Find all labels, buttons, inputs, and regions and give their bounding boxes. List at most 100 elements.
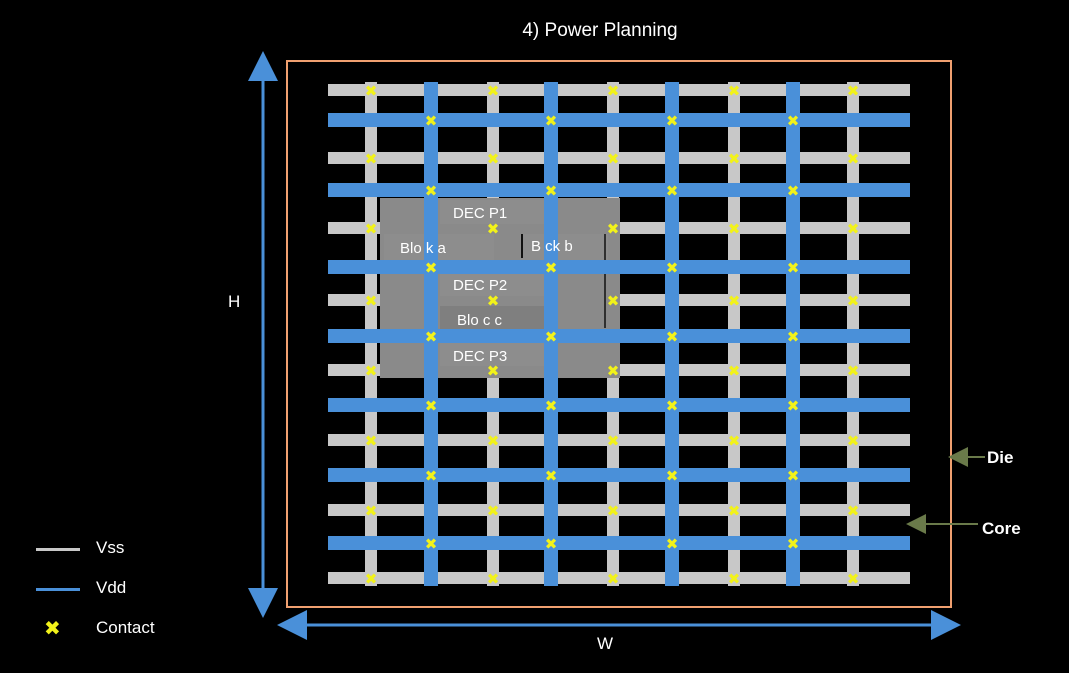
decap3-box xyxy=(440,342,546,366)
contact-marker: ✖ xyxy=(545,259,558,277)
contact-marker: ✖ xyxy=(425,259,438,277)
contact-legend-label: Contact xyxy=(96,618,155,637)
contact-marker: ✖ xyxy=(365,150,378,168)
contact-marker: ✖ xyxy=(365,502,378,520)
contact-marker: ✖ xyxy=(607,362,620,380)
die-label: Die xyxy=(987,448,1014,467)
core-label: Core xyxy=(982,519,1021,538)
contact-marker: ✖ xyxy=(728,570,741,588)
contact-marker: ✖ xyxy=(545,112,558,130)
contact-marker: ✖ xyxy=(666,467,679,485)
contact-marker: ✖ xyxy=(487,570,500,588)
contact-marker: ✖ xyxy=(847,82,860,100)
height-label: H xyxy=(228,292,241,311)
contact-marker: ✖ xyxy=(607,432,620,450)
vdd-rail xyxy=(328,329,910,343)
contact-marker: ✖ xyxy=(425,112,438,130)
contact-marker: ✖ xyxy=(487,502,500,520)
contact-marker: ✖ xyxy=(666,397,679,415)
block-a-label: Blo k a xyxy=(400,240,447,257)
vdd-vertical-stripes xyxy=(424,82,800,586)
contact-marker: ✖ xyxy=(487,82,500,100)
contact-marker: ✖ xyxy=(787,259,800,277)
contact-marker: ✖ xyxy=(787,467,800,485)
block-b-box xyxy=(520,234,608,260)
vdd-legend-label: Vdd xyxy=(96,578,127,597)
vdd-stripe xyxy=(665,82,679,586)
legend-contact: ✖ Contact xyxy=(36,616,196,642)
contact-marker: ✖ xyxy=(728,82,741,100)
contact-marker: ✖ xyxy=(847,220,860,238)
contact-marker: ✖ xyxy=(487,432,500,450)
contact-marker: ✖ xyxy=(847,292,860,310)
contact-marker: ✖ xyxy=(847,432,860,450)
vdd-stripe xyxy=(786,82,800,586)
vdd-horizontal-rails xyxy=(328,113,910,550)
contact-marker: ✖ xyxy=(425,535,438,553)
contact-marker: ✖ xyxy=(666,328,679,346)
contact-marker: ✖ xyxy=(847,362,860,380)
contact-marker: ✖ xyxy=(425,328,438,346)
decap2-box xyxy=(440,272,546,296)
contact-marker: ✖ xyxy=(425,467,438,485)
contact-marker: ✖ xyxy=(787,182,800,200)
contact-marker: ✖ xyxy=(847,570,860,588)
vss-legend-label: Vss xyxy=(96,538,125,557)
contact-marker: ✖ xyxy=(545,535,558,553)
contact-marker: ✖ xyxy=(728,432,741,450)
contact-marker: ✖ xyxy=(487,292,500,310)
contact-marker: ✖ xyxy=(365,292,378,310)
vdd-swatch xyxy=(36,588,80,591)
contact-marker: ✖ xyxy=(545,328,558,346)
vdd-rail xyxy=(328,536,910,550)
contact-marker: ✖ xyxy=(728,362,741,380)
contact-marker: ✖ xyxy=(728,502,741,520)
contact-marker: ✖ xyxy=(425,182,438,200)
contact-marker: ✖ xyxy=(728,292,741,310)
vdd-rail xyxy=(328,113,910,127)
contact-marker: ✖ xyxy=(847,150,860,168)
contact-marker: ✖ xyxy=(728,150,741,168)
macro-blocks xyxy=(380,198,620,378)
block-b-label: B ck b xyxy=(531,238,573,255)
block-c-box xyxy=(440,306,546,330)
contact-marker: ✖ xyxy=(365,220,378,238)
vdd-rail xyxy=(328,260,910,274)
contact-marker: ✖ xyxy=(365,362,378,380)
vss-swatch xyxy=(36,548,80,551)
contact-marker: ✖ xyxy=(607,82,620,100)
contact-marker: ✖ xyxy=(607,570,620,588)
contact-marker: ✖ xyxy=(787,535,800,553)
contact-marker: ✖ xyxy=(607,150,620,168)
vdd-rail xyxy=(328,398,910,412)
contact-marker: ✖ xyxy=(607,292,620,310)
block-a-box xyxy=(384,234,494,262)
vdd-rail xyxy=(328,468,910,482)
vdd-stripe xyxy=(544,82,558,586)
vdd-rail xyxy=(328,183,910,197)
contact-marker: ✖ xyxy=(425,397,438,415)
decap1-label: DEC P1 xyxy=(453,205,507,222)
legend: Vss Vdd ✖ Contact xyxy=(36,536,196,656)
contact-marker: ✖ xyxy=(787,112,800,130)
contact-marker: ✖ xyxy=(787,397,800,415)
contact-marker: ✖ xyxy=(545,467,558,485)
contact-marker: ✖ xyxy=(666,112,679,130)
contact-marker: ✖ xyxy=(666,259,679,277)
contact-marker: ✖ xyxy=(365,82,378,100)
contact-marker: ✖ xyxy=(607,502,620,520)
contact-marker: ✖ xyxy=(545,182,558,200)
contact-marker: ✖ xyxy=(847,502,860,520)
contact-marker: ✖ xyxy=(728,220,741,238)
contact-marker: ✖ xyxy=(487,362,500,380)
contact-marker: ✖ xyxy=(787,328,800,346)
contact-marker: ✖ xyxy=(607,220,620,238)
contact-icon: ✖ xyxy=(44,618,61,640)
contact-marker: ✖ xyxy=(487,150,500,168)
contact-marker: ✖ xyxy=(365,432,378,450)
diagram-title: 4) Power Planning xyxy=(522,20,678,41)
decap1-box xyxy=(440,200,546,224)
contact-markers: ✖ ✖ ✖ ✖ ✖ ✖ ✖ ✖ ✖ ✖ ✖ ✖ ✖ ✖ ✖ ✖ ✖ ✖ ✖ ✖ ✖ ✖ ✖ ✖ ✖ ✖ ✖ ✖ ✖ ✖ ✖ ✖ ✖ ✖ ✖ ✖ ✖ ✖ ✖ ✖… xyxy=(365,82,860,588)
